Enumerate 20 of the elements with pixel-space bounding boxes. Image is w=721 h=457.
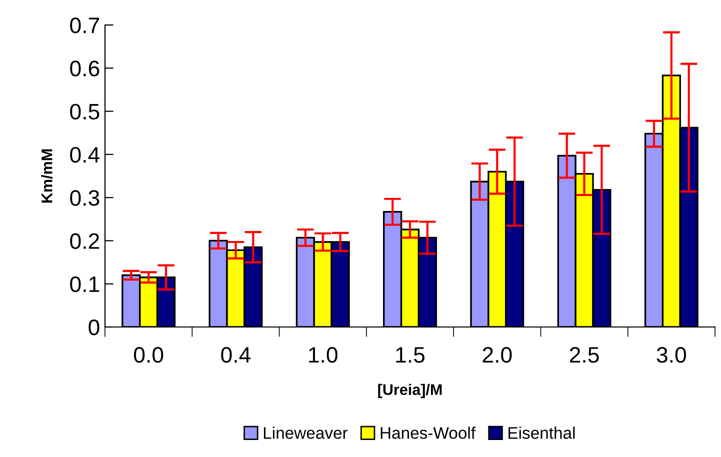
y-tick-label: 0	[88, 320, 100, 336]
x-axis-title: [Ureia]/M	[378, 384, 442, 398]
legend-label: Eisenthal	[508, 426, 575, 439]
x-tick-label: 0.0	[134, 347, 164, 363]
y-tick-label: 0.6	[70, 60, 100, 76]
x-tick-label: 2.5	[570, 347, 599, 363]
y-tick-label: 0.4	[70, 146, 100, 163]
y-tick-label: 0.1	[70, 276, 100, 292]
x-tick-label: 3.0	[656, 347, 686, 363]
y-tick-label: 0.2	[70, 233, 100, 249]
legend-label: Hanes-Woolf	[380, 426, 476, 439]
y-axis-title: Km/mM	[41, 149, 52, 203]
legend-label: Lineweaver	[264, 426, 348, 439]
x-tick-label: 1.0	[309, 347, 338, 363]
y-tick-label: 0.7	[70, 18, 100, 34]
y-tick-label: 0.3	[70, 190, 100, 206]
x-tick-label: 0.4	[221, 347, 251, 363]
y-tick-label: 0.5	[70, 104, 100, 120]
x-tick-label: 2.0	[482, 347, 512, 363]
x-tick-label: 1.5	[396, 347, 425, 363]
